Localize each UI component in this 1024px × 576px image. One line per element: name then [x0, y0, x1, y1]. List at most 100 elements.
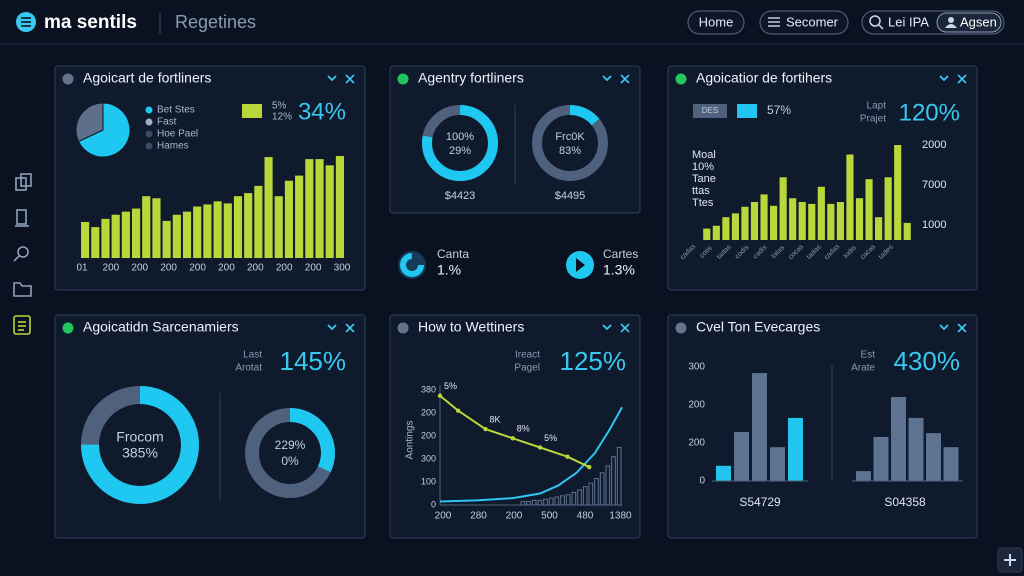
x-tick-label: 01 [76, 263, 88, 274]
donut-caption: $4423 [445, 190, 476, 202]
point-label: 5% [544, 433, 557, 443]
x-tick-label: 200 [506, 511, 523, 522]
add-button[interactable] [997, 547, 1023, 573]
bar [703, 228, 711, 240]
stat-note: 12% [272, 112, 292, 123]
bar [131, 208, 141, 258]
x-tick-label: 200 [103, 263, 120, 274]
bar [264, 157, 273, 258]
nav-button[interactable] [687, 10, 745, 35]
x-tick-label: 200 [435, 511, 452, 522]
close-icon[interactable] [957, 74, 967, 84]
legend-label: Bet Stes [157, 105, 195, 116]
sidebar-icon[interactable] [13, 315, 31, 335]
bar [91, 227, 100, 258]
donut-text: 385% [122, 445, 158, 461]
stat-label: Ireact [515, 350, 540, 361]
legend-label: Hoe Pael [157, 129, 198, 140]
donut-text: Frocom [116, 429, 163, 445]
collapse-icon[interactable] [602, 324, 612, 331]
panel-icon [62, 73, 74, 85]
collapse-icon[interactable] [327, 75, 337, 82]
donut-text: 29% [449, 145, 471, 157]
bar [741, 206, 749, 240]
stat-value: 145% [280, 346, 347, 376]
chip [693, 104, 727, 118]
bar [908, 417, 924, 481]
x-tick-label: 200 [189, 263, 206, 274]
bar [203, 204, 212, 258]
section-title: Regetines [175, 12, 256, 32]
sidebar-icon[interactable] [15, 209, 29, 227]
bar [770, 205, 778, 240]
note: Tane [692, 173, 716, 185]
bar [213, 201, 222, 258]
histogram-bar [526, 501, 531, 506]
histogram-bar [560, 495, 565, 506]
bar [750, 202, 759, 240]
close-icon[interactable] [620, 74, 630, 84]
histogram-bar [599, 472, 605, 506]
y-tick-label: 200 [688, 400, 705, 411]
close-icon[interactable] [620, 323, 630, 333]
bar [873, 436, 889, 481]
x-tick-label: 200 [305, 263, 322, 274]
curve-line [439, 406, 623, 503]
pie-slice [77, 102, 131, 158]
histogram-bar [571, 491, 577, 506]
y-tick-label: 0 [431, 499, 436, 509]
panel [389, 314, 641, 539]
donut-text: 100% [446, 131, 474, 143]
x-tick-label: 200 [131, 263, 148, 274]
bar [788, 417, 803, 481]
x-tick-label: 200 [247, 263, 264, 274]
donut-text: 0% [281, 454, 299, 468]
search-icon [869, 15, 881, 27]
line-point [537, 445, 543, 450]
stat-value: 430% [894, 346, 961, 376]
bar [731, 213, 739, 240]
histogram-bar [577, 489, 582, 506]
bar [325, 165, 334, 258]
note: Moal [692, 149, 716, 161]
nav-button[interactable] [759, 10, 849, 35]
close-icon[interactable] [345, 74, 355, 84]
bar [798, 202, 806, 240]
sidebar-icon[interactable] [13, 246, 29, 262]
donut-text: Frc0K [555, 131, 585, 143]
bar [926, 433, 941, 481]
stat-value: 34% [298, 98, 346, 125]
line-point [565, 454, 570, 459]
widget-value: 1.3% [603, 262, 635, 278]
histogram-bar [548, 497, 554, 506]
collapse-icon[interactable] [939, 324, 949, 331]
panel-icon [62, 322, 74, 334]
bar [894, 145, 902, 240]
panel [667, 314, 978, 539]
histogram-bar [605, 465, 611, 506]
sidebar-icon[interactable] [13, 282, 32, 297]
stat-swatch [242, 104, 262, 118]
bar [943, 447, 959, 481]
collapse-icon[interactable] [327, 324, 337, 331]
sidebar-icon[interactable] [15, 173, 32, 191]
note: 10% [692, 161, 714, 173]
stat-label: Prajet [860, 114, 886, 125]
histogram-bar [554, 496, 560, 506]
panel-icon [675, 73, 687, 85]
donut-text: 229% [275, 438, 306, 452]
histogram-bar [616, 447, 622, 506]
collapse-icon[interactable] [939, 75, 949, 82]
close-icon[interactable] [345, 323, 355, 333]
x-tick-label: 200 [160, 263, 177, 274]
collapse-icon[interactable] [602, 75, 612, 82]
close-icon[interactable] [957, 323, 967, 333]
user-name: Agsen [960, 14, 997, 29]
bar [903, 222, 911, 240]
legend-label: Hames [157, 141, 189, 152]
panel-title: How to Wettiners [418, 319, 524, 335]
panel-title: Agoicatior de fortihers [696, 70, 832, 86]
line-point [437, 393, 443, 398]
bar [875, 217, 883, 240]
